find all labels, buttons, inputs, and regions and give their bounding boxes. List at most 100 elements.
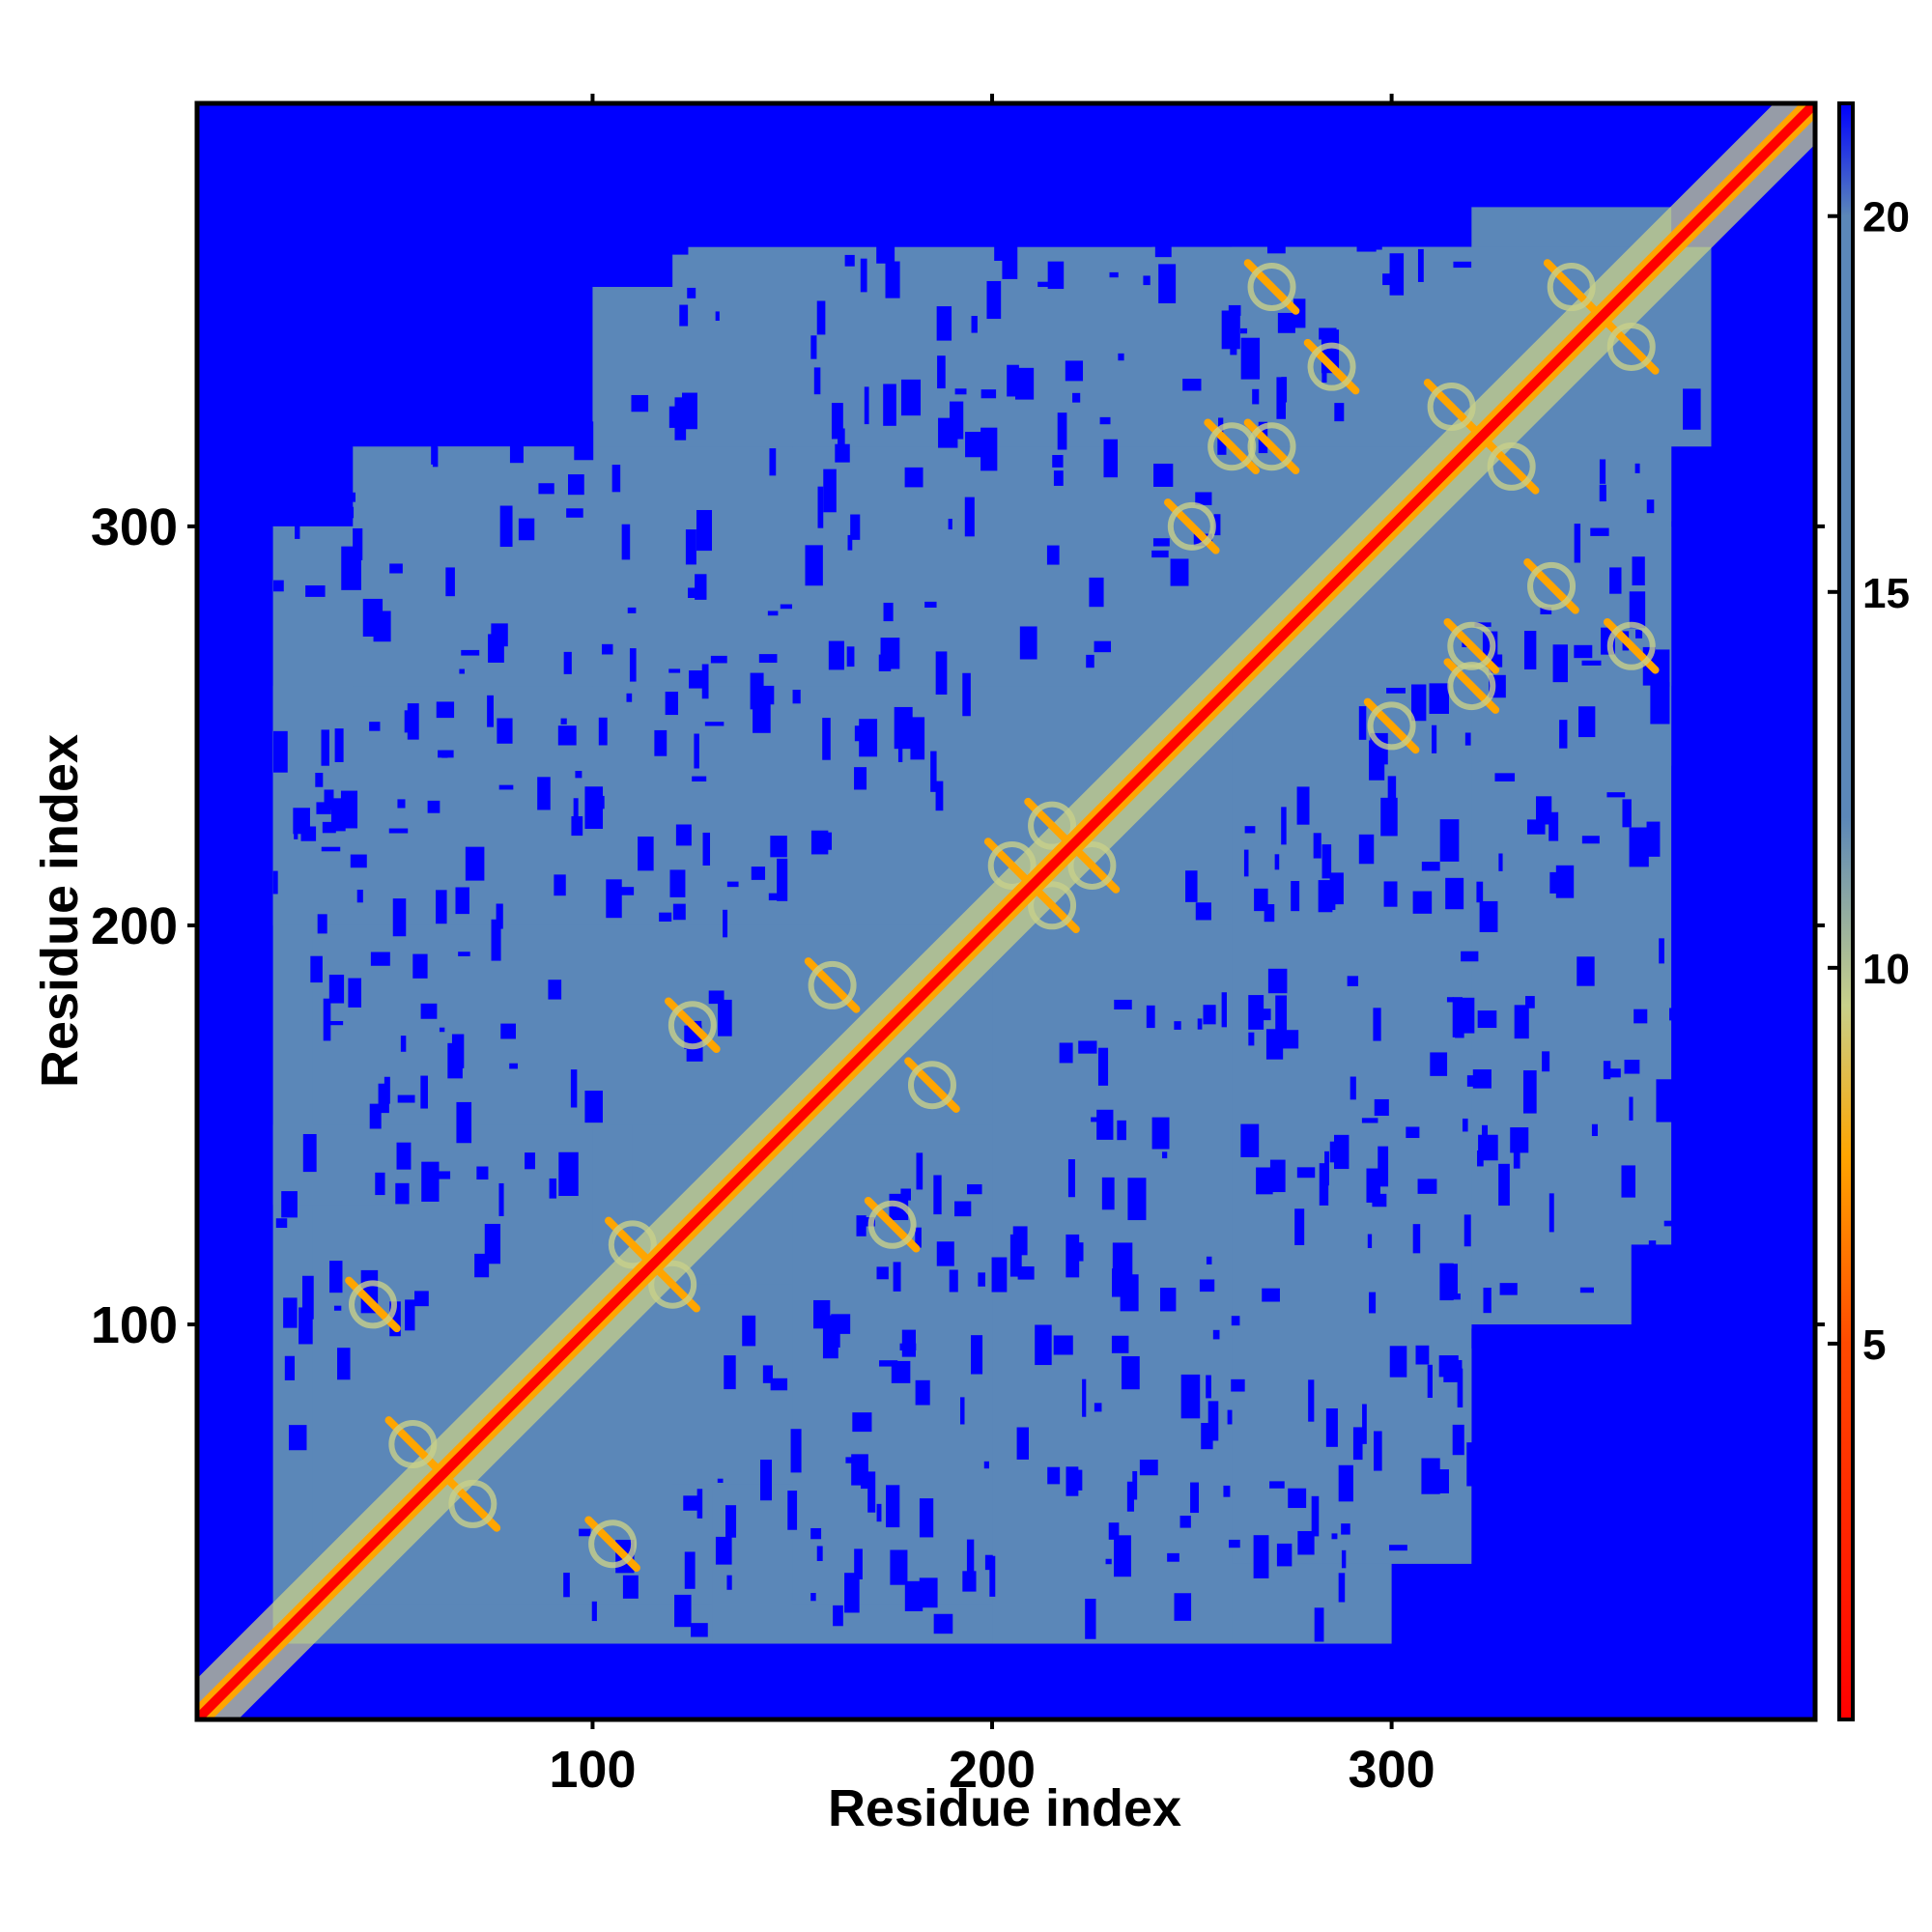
far-distance-speckle [718,999,732,1037]
far-distance-speckle [1702,1519,1714,1536]
y-axis-label: Residue index [31,734,89,1088]
far-distance-speckle [904,467,923,488]
far-distance-speckle [859,719,878,757]
far-distance-speckle [876,1503,882,1522]
far-distance-speckle [598,717,608,746]
far-distance-speckle [564,276,576,318]
far-distance-speckle [1096,1109,1114,1140]
far-distance-speckle [1229,1539,1240,1548]
contact-halo [448,1479,497,1528]
far-distance-speckle [996,254,1009,260]
far-distance-speckle [1195,902,1211,921]
far-distance-speckle [284,1355,296,1380]
far-distance-speckle [710,655,727,664]
far-distance-speckle [701,664,709,699]
far-distance-speckle [1650,682,1670,724]
far-distance-speckle [334,728,344,762]
far-distance-speckle [1634,463,1640,473]
far-distance-speckle [295,510,300,539]
far-distance-speckle [831,1314,851,1334]
far-distance-speckle [1281,807,1287,845]
far-distance-speckle [353,527,363,561]
far-distance-speckle [1559,1359,1572,1382]
far-distance-speckle [1687,933,1696,959]
far-distance-speckle [1621,1165,1635,1198]
far-distance-speckle [389,1301,401,1337]
far-distance-speckle [1483,1288,1492,1314]
far-distance-speckle [817,486,824,528]
far-distance-speckle [549,1178,557,1199]
far-distance-speckle [904,1580,923,1611]
far-distance-speckle [568,474,584,496]
contact-halo [1208,422,1257,471]
far-distance-speckle [302,1133,317,1173]
far-distance-speckle [933,1175,942,1215]
far-distance-speckle [436,701,455,719]
far-distance-speckle [1648,1240,1657,1246]
far-distance-speckle [484,1223,501,1264]
far-distance-speckle [1072,392,1081,403]
far-distance-speckle [591,1601,597,1622]
far-distance-speckle [1206,1256,1212,1264]
far-distance-speckle [1382,273,1395,286]
far-distance-speckle [726,881,739,888]
far-distance-speckle [1162,1151,1168,1159]
far-distance-speckle [1579,1287,1594,1293]
far-distance-speckle [1685,1314,1694,1353]
far-distance-speckle [1646,1548,1652,1563]
x-axis-ticks: 100 200 300 [549,94,1435,1799]
far-distance-speckle [1476,881,1484,903]
far-distance-speckle [1276,1543,1293,1567]
far-distance-speckle [1378,1146,1389,1187]
far-distance-speckle [346,506,355,519]
far-distance-speckle [1659,1563,1668,1590]
far-distance-speckle [930,751,937,792]
far-distance-speckle [1574,644,1593,659]
far-distance-speckle [359,328,378,355]
far-distance-speckle [770,1378,788,1391]
far-distance-speckle [989,1555,996,1597]
far-distance-speckle [1464,732,1471,746]
far-distance-speckle [540,225,559,252]
far-distance-speckle [412,953,428,979]
far-distance-speckle [313,422,320,437]
far-distance-speckle [611,465,621,493]
far-distance-speckle [293,808,310,835]
far-distance-speckle [1432,724,1437,753]
far-distance-speckle [1699,529,1713,535]
far-distance-speckle [1296,1167,1316,1179]
far-distance-speckle [557,725,577,746]
far-distance-speckle [560,718,567,724]
far-distance-speckle [1412,1224,1421,1254]
far-distance-speckle [526,222,542,263]
plot-area [197,103,1815,1719]
far-distance-speckle [674,1594,692,1628]
far-distance-speckle [1052,455,1064,468]
far-distance-speckle [421,1161,440,1202]
far-distance-speckle [638,836,654,871]
far-distance-speckle [1555,865,1575,898]
far-distance-speckle [919,1498,934,1538]
far-distance-speckle [933,1613,953,1634]
far-distance-speckle [1151,550,1169,558]
far-distance-speckle [1334,1134,1350,1170]
far-distance-speckle [810,1527,822,1540]
x-tick-label: 100 [549,1741,636,1799]
far-distance-speckle [1412,891,1433,914]
far-distance-speckle [584,1091,603,1123]
far-distance-speckle [461,649,480,656]
far-distance-speckle [1373,1008,1381,1041]
far-distance-speckle [431,424,438,465]
far-distance-speckle [487,695,494,727]
far-distance-speckle [1228,304,1241,316]
far-distance-speckle [554,874,566,896]
colorbar-tick-label: 15 [1862,570,1910,617]
far-distance-speckle [860,258,867,293]
far-distance-speckle [1227,1409,1233,1425]
far-distance-speckle [302,307,311,352]
far-distance-speckle [751,867,766,880]
far-distance-speckle [288,1425,307,1451]
far-distance-speckle [1681,579,1690,622]
far-distance-speckle [1663,1220,1685,1227]
far-distance-speckle [584,786,604,829]
